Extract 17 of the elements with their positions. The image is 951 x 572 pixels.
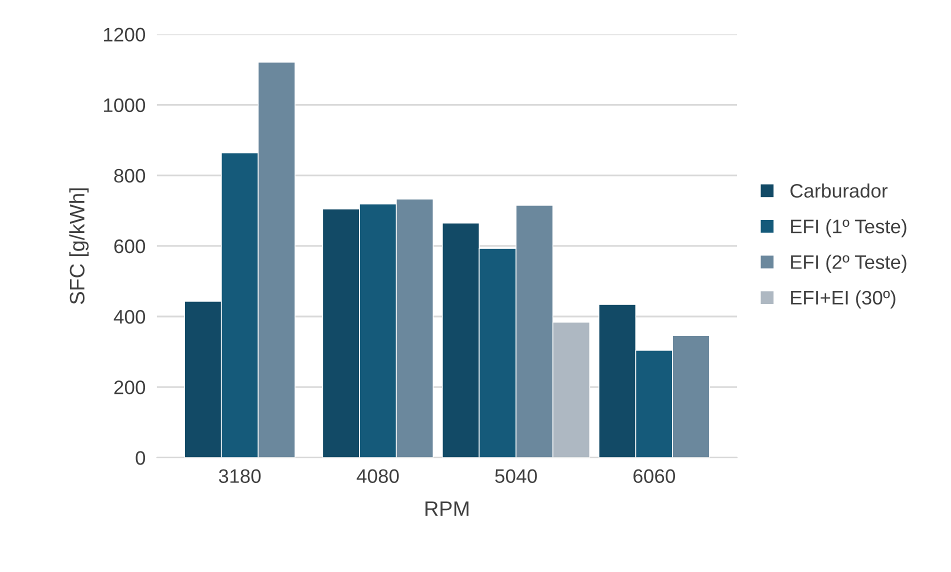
x-tick-label: 6060: [634, 469, 676, 483]
y-tick-label: 600: [114, 239, 146, 254]
x-tick-label: 3180: [218, 469, 261, 483]
y-tick-label: 400: [114, 310, 146, 324]
x-tick-label: 5040: [495, 469, 537, 483]
legend-label: Carburador: [790, 183, 888, 198]
legend-label: EFI (1º Teste): [791, 219, 906, 238]
y-tick-label: 0: [136, 451, 146, 465]
x-tick-label: 4080: [356, 469, 399, 483]
x-axis-title: RPM: [426, 501, 468, 516]
y-tick-label: 1200: [104, 28, 146, 42]
legend-label: EFI (2º Teste): [791, 254, 906, 273]
y-axis-title: SFC [g/kWh]: [69, 188, 89, 304]
y-tick-label: 1000: [104, 98, 146, 112]
y-tick-label: 200: [114, 380, 146, 394]
y-tick-label: 800: [114, 168, 146, 183]
legend-label: EFI+EI (30º): [791, 290, 896, 308]
